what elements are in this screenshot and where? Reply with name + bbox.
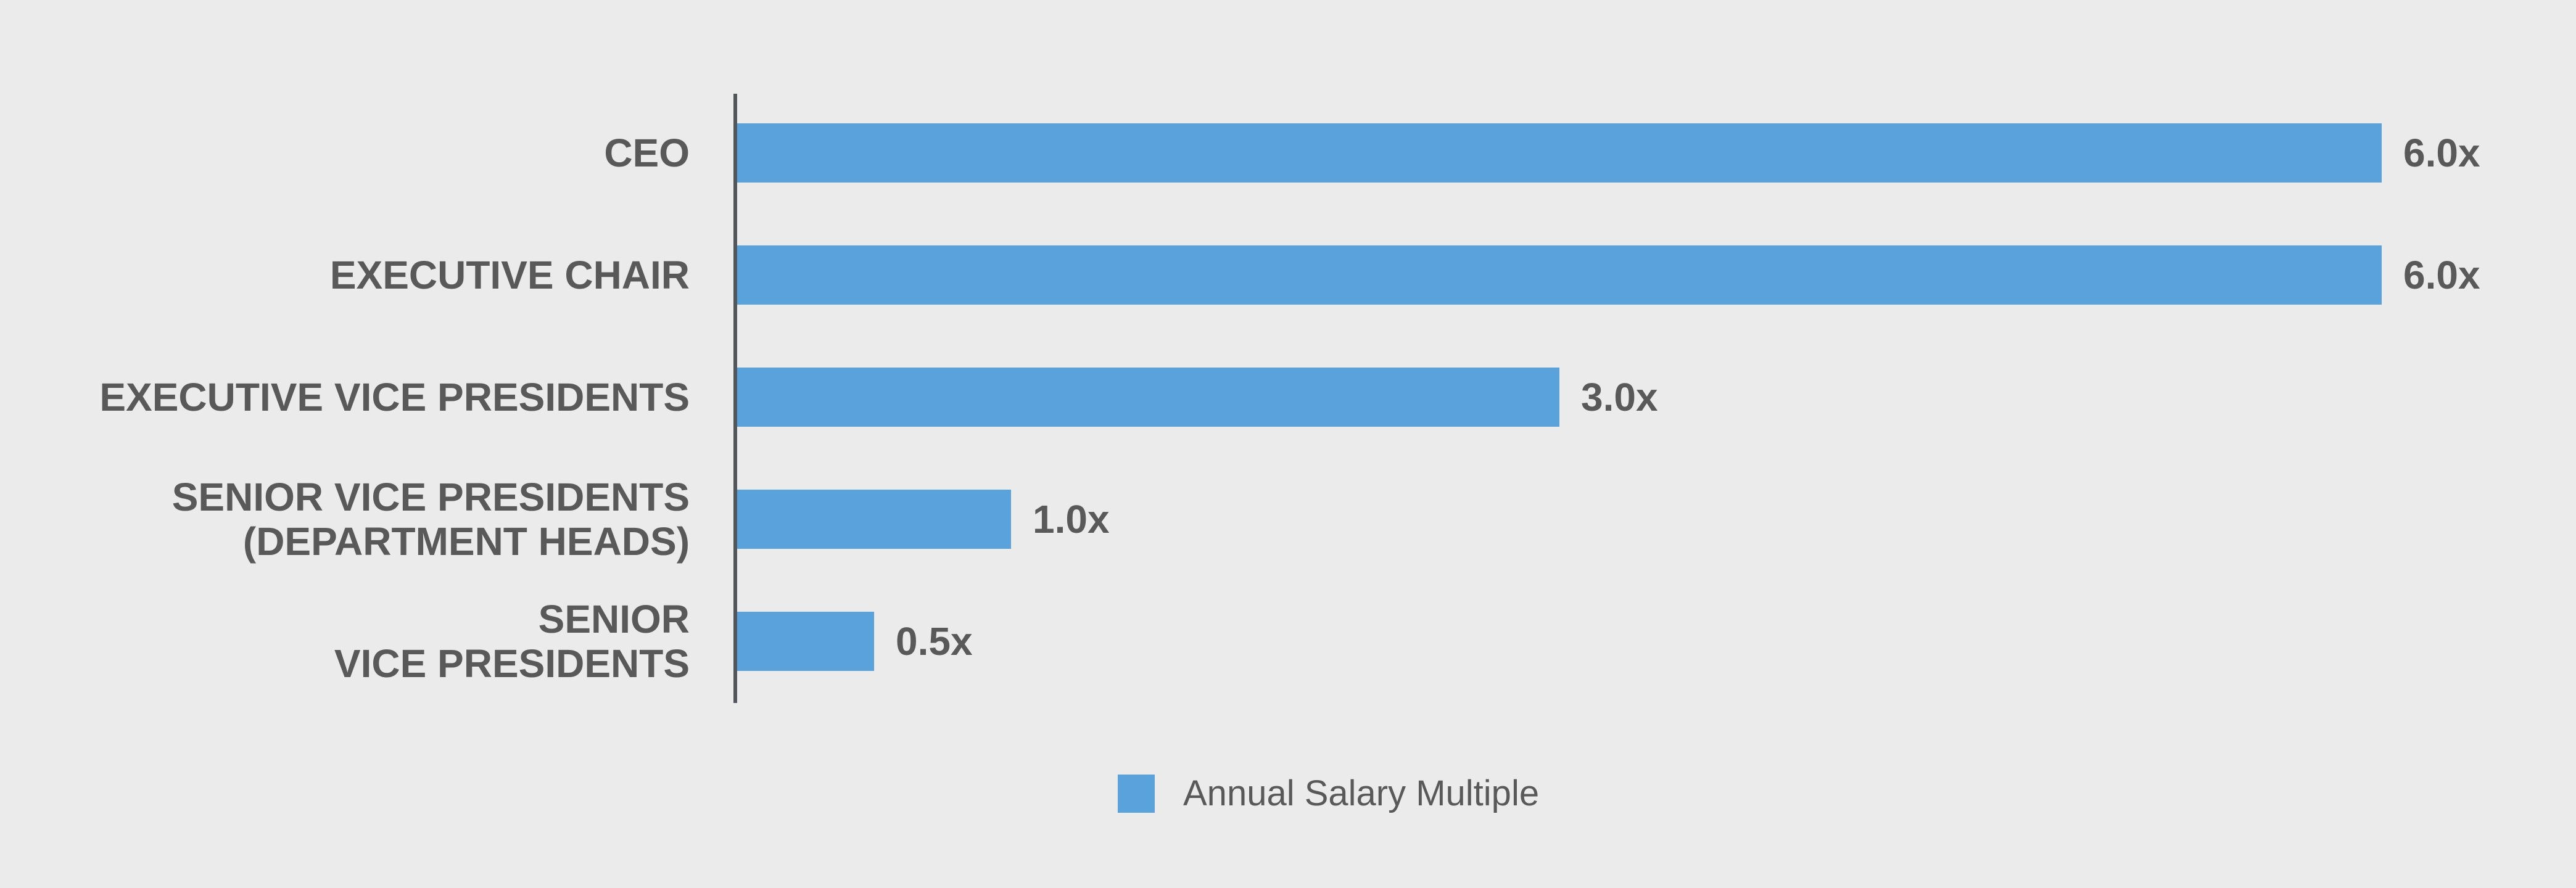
category-label: SENIOR VICE PRESIDENTS	[334, 597, 690, 686]
bar-2	[737, 245, 2382, 305]
bar-1	[737, 123, 2382, 183]
bar-value-label: 6.0x	[2403, 253, 2480, 297]
bar-5	[737, 612, 874, 671]
y-axis-line	[733, 94, 737, 703]
legend-color-swatch	[1118, 775, 1155, 813]
category-label: EXECUTIVE CHAIR	[329, 253, 690, 297]
bar-value-label: 3.0x	[1581, 375, 1658, 419]
legend-label: Annual Salary Multiple	[1183, 773, 1540, 813]
bar-3	[737, 368, 1559, 427]
legend: Annual Salary Multiple	[1118, 775, 1539, 813]
bar-value-label: 1.0x	[1033, 497, 1110, 541]
bar-value-label: 0.5x	[896, 619, 973, 664]
category-label: SENIOR VICE PRESIDENTS (DEPARTMENT HEADS…	[171, 475, 690, 564]
bar-4	[737, 490, 1011, 549]
category-label: CEO	[604, 131, 690, 175]
bar-value-label: 6.0x	[2403, 131, 2480, 175]
category-label: EXECUTIVE VICE PRESIDENTS	[99, 375, 690, 419]
